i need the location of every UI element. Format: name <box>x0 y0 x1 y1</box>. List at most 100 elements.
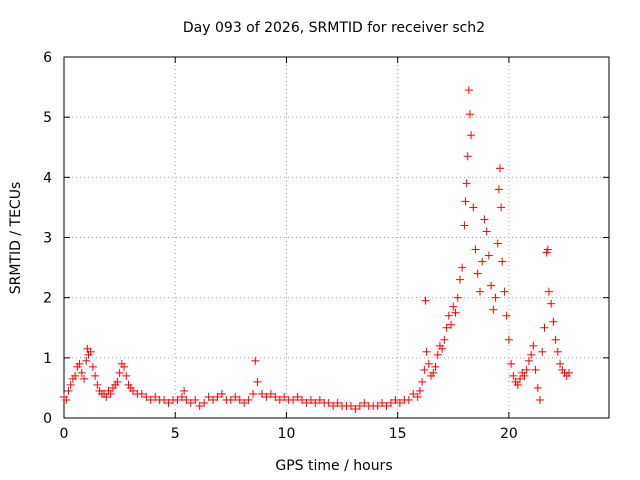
y-tick-label: 4 <box>43 170 52 186</box>
data-point <box>522 365 531 374</box>
data-point <box>373 401 382 410</box>
data-point <box>462 179 471 188</box>
y-axis-label: SRMTID / TECUs <box>8 182 24 295</box>
data-point <box>543 245 552 254</box>
data-point <box>527 350 536 359</box>
data-point <box>564 368 573 377</box>
data-point <box>455 275 464 284</box>
data-point <box>213 392 222 401</box>
data-point <box>538 347 547 356</box>
data-point <box>200 398 209 407</box>
data-point <box>431 362 440 371</box>
data-point <box>451 308 460 317</box>
data-point <box>496 164 504 173</box>
data-point <box>536 395 545 404</box>
data-point <box>520 371 529 380</box>
data-point <box>146 395 155 404</box>
data-point <box>113 377 122 386</box>
data-point <box>387 398 395 407</box>
data-point <box>251 356 260 365</box>
data-point <box>516 374 525 383</box>
data-point <box>482 227 491 236</box>
data-point <box>469 203 478 212</box>
chart-title: Day 093 of 2026, SRMTID for receiver sch… <box>183 20 485 36</box>
data-point <box>298 395 307 404</box>
data-point <box>115 368 124 377</box>
data-point <box>249 389 258 398</box>
data-point <box>160 395 169 404</box>
data-point <box>355 401 364 410</box>
data-point <box>498 257 507 266</box>
data-point <box>409 389 418 398</box>
data-point <box>529 341 538 350</box>
data-point <box>82 356 91 365</box>
data-point <box>231 392 240 401</box>
data-point <box>493 239 502 248</box>
data-point <box>102 392 111 401</box>
data-point <box>142 392 151 401</box>
data-point <box>253 377 262 386</box>
data-point <box>465 110 474 119</box>
data-point <box>551 335 560 344</box>
data-point <box>382 401 391 410</box>
data-point <box>461 197 470 206</box>
data-point <box>418 377 427 386</box>
data-point <box>180 386 189 395</box>
data-series <box>60 86 573 413</box>
data-point <box>182 395 191 404</box>
y-tick-label: 2 <box>43 291 52 307</box>
data-point <box>391 395 400 404</box>
data-point <box>257 389 266 398</box>
x-tick-label: 0 <box>60 426 69 442</box>
data-point <box>513 380 522 389</box>
data-point <box>329 401 338 410</box>
data-point <box>151 392 160 401</box>
y-tick-label: 1 <box>43 351 52 367</box>
data-point <box>438 344 447 353</box>
data-point <box>494 185 503 194</box>
data-point <box>395 398 404 407</box>
data-point <box>449 302 458 311</box>
data-point <box>235 395 244 404</box>
data-point <box>378 398 387 407</box>
data-point <box>346 401 355 410</box>
data-point <box>91 371 100 380</box>
data-point <box>478 257 487 266</box>
data-point <box>444 311 453 320</box>
data-point <box>64 386 73 395</box>
data-point <box>71 371 80 380</box>
data-point <box>484 251 493 260</box>
data-point <box>120 362 129 371</box>
x-tick-label: 20 <box>500 426 518 442</box>
data-point <box>467 131 476 140</box>
y-tick-label: 6 <box>43 50 52 66</box>
data-point <box>433 350 442 359</box>
data-point <box>302 398 311 407</box>
data-point <box>77 368 86 377</box>
data-point <box>540 323 549 332</box>
data-point <box>471 245 480 254</box>
data-point <box>93 380 102 389</box>
data-point <box>62 395 71 404</box>
data-point <box>280 392 289 401</box>
data-point <box>544 287 553 296</box>
data-point <box>464 86 473 95</box>
data-point <box>209 395 218 404</box>
data-point <box>453 293 462 302</box>
data-point <box>475 287 484 296</box>
data-point <box>531 365 540 374</box>
x-axis-label: GPS time / hours <box>275 458 392 474</box>
data-point <box>502 311 511 320</box>
data-point <box>500 287 509 296</box>
data-point <box>88 362 97 371</box>
data-point <box>421 296 430 305</box>
data-point <box>106 389 115 398</box>
data-point <box>191 395 200 404</box>
data-point <box>415 386 424 395</box>
data-point <box>422 347 431 356</box>
data-point <box>491 293 500 302</box>
data-point <box>480 215 489 224</box>
data-point <box>553 347 562 356</box>
data-point <box>533 383 542 392</box>
